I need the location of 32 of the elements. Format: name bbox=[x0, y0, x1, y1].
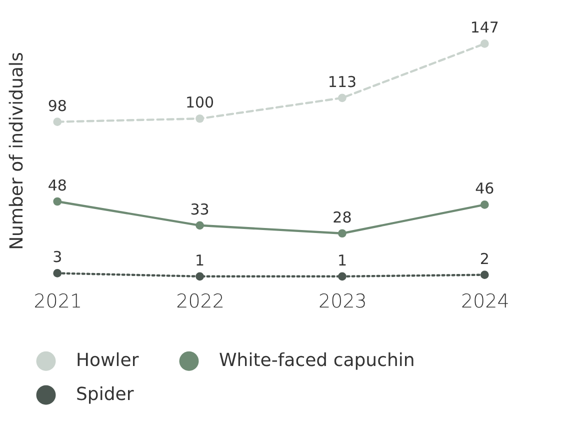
x-tick-label: 2024 bbox=[460, 290, 510, 312]
data-label: 113 bbox=[328, 72, 357, 91]
point bbox=[53, 197, 62, 206]
point bbox=[338, 272, 346, 281]
y-axis-title: Number of individuals bbox=[6, 52, 28, 250]
data-label: 46 bbox=[475, 180, 494, 198]
data-label: 100 bbox=[185, 94, 214, 112]
point bbox=[196, 221, 204, 230]
x-tick-label: 2023 bbox=[318, 290, 367, 312]
point bbox=[338, 229, 346, 238]
data-label: 3 bbox=[52, 248, 62, 266]
data-label: 1 bbox=[195, 251, 205, 270]
data-label: 28 bbox=[332, 208, 352, 226]
data-label: 1 bbox=[337, 251, 347, 270]
point bbox=[53, 269, 62, 278]
point bbox=[480, 200, 489, 209]
data-label: 147 bbox=[470, 18, 499, 37]
x-tick-label: 2021 bbox=[34, 290, 82, 312]
point bbox=[196, 114, 204, 123]
legend-label: White-faced capuchin bbox=[219, 350, 415, 372]
point bbox=[53, 118, 62, 126]
point bbox=[196, 272, 204, 281]
legend-label: Howler bbox=[76, 350, 140, 372]
point bbox=[338, 94, 346, 102]
data-label: 33 bbox=[190, 200, 210, 218]
data-label: 98 bbox=[48, 96, 67, 115]
point bbox=[480, 270, 489, 279]
legend-label: Spider bbox=[76, 384, 134, 405]
data-label: 48 bbox=[48, 176, 67, 194]
data-label: 2 bbox=[480, 250, 490, 268]
x-tick-label: 2022 bbox=[176, 290, 224, 312]
point bbox=[480, 40, 489, 48]
